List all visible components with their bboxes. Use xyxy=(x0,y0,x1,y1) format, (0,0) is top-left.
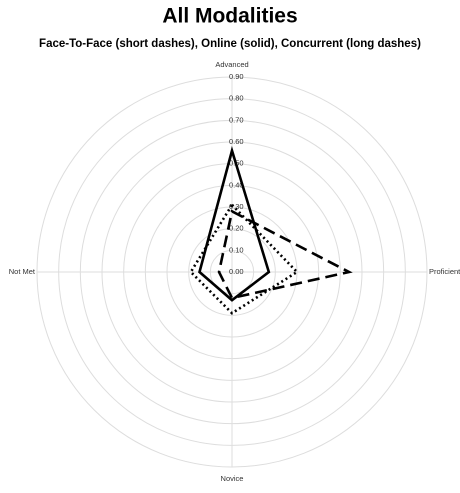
tick-label: 0.90 xyxy=(229,72,244,81)
tick-label: 0.70 xyxy=(229,115,244,124)
axis-label: Novice xyxy=(221,474,244,483)
series-line xyxy=(189,202,300,315)
chart-subtitle: Face-To-Face (short dashes), Online (sol… xyxy=(39,38,421,50)
tick-label: 0.10 xyxy=(229,245,244,254)
tick-label: 0.20 xyxy=(229,224,244,233)
tick-label: 0.30 xyxy=(229,202,244,211)
axis-label: Advanced xyxy=(215,60,248,69)
tick-label: 0.60 xyxy=(229,137,244,146)
chart-title: All Modalities xyxy=(162,5,297,28)
tick-label: 0.00 xyxy=(229,267,244,276)
axis-label: Not Met xyxy=(9,267,36,276)
axis-label: Proficient xyxy=(429,267,460,276)
tick-label: 0.40 xyxy=(229,180,244,189)
series-line xyxy=(198,145,271,302)
tick-label: 0.80 xyxy=(229,94,244,103)
